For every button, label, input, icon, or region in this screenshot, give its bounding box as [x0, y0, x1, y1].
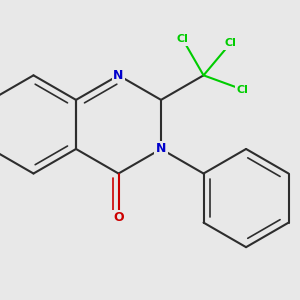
Text: Cl: Cl [237, 85, 249, 94]
Text: Cl: Cl [177, 34, 189, 44]
Text: N: N [156, 142, 166, 155]
Text: Cl: Cl [224, 38, 236, 48]
Text: N: N [113, 69, 124, 82]
Text: O: O [113, 211, 124, 224]
